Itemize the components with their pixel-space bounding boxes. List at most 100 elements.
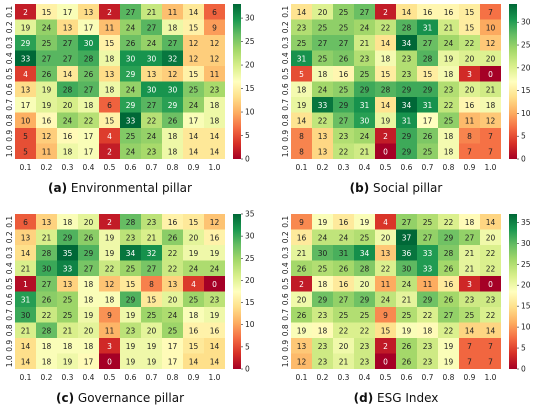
cell-value-label: 18 — [318, 70, 328, 79]
heatmap-cell — [312, 4, 333, 20]
cell-value-label: 13 — [21, 233, 31, 242]
heatmap-cell — [99, 143, 120, 159]
colorbar-tick-label: 5 — [245, 342, 250, 351]
cell-value-label: 18 — [444, 70, 454, 79]
cell-value-label: 26 — [168, 233, 178, 242]
cell-value-label: 25 — [318, 23, 328, 32]
cell-value-label: 19 — [381, 116, 391, 125]
cell-value-label: 29 — [84, 249, 94, 258]
cell-value-label: 5 — [299, 70, 304, 79]
cell-value-label: 19 — [105, 233, 115, 242]
cell-value-label: 25 — [168, 326, 178, 335]
heatmap-cell — [291, 128, 312, 144]
cell-value-label: 17 — [168, 357, 178, 366]
heatmap-cell — [396, 307, 417, 323]
heatmap-cell — [36, 291, 57, 307]
cell-value-label: 6 — [212, 8, 217, 17]
heatmap-cell — [291, 245, 312, 261]
heatmap-cell — [459, 338, 480, 354]
cell-value-label: 25 — [63, 295, 73, 304]
cell-value-label: 9 — [383, 311, 388, 320]
heatmap-cell — [459, 112, 480, 128]
x-tick-label: 0.6 — [401, 163, 413, 172]
cell-value-label: 28 — [444, 249, 454, 258]
cell-value-label: 7 — [467, 357, 472, 366]
colorbar-tick-label: 10 — [245, 320, 255, 329]
cell-value-label: 25 — [444, 116, 454, 125]
cell-value-label: 16 — [339, 280, 349, 289]
heatmap-cell — [78, 245, 99, 261]
cell-value-label: 22 — [423, 311, 433, 320]
heatmap-panel-1: 2 15 17 13 2 27 21 11 14 619 24 13 17 11 24 27 18 15 929 25… — [5, 4, 255, 195]
heatmap-cell — [183, 353, 204, 369]
heatmap-cell — [15, 66, 36, 82]
heatmap-cell — [333, 338, 354, 354]
heatmap-cell — [396, 112, 417, 128]
cell-value-label: 15 — [423, 70, 433, 79]
cell-value-label: 11 — [105, 326, 115, 335]
heatmap-cell — [99, 19, 120, 35]
heatmap-cell — [354, 291, 375, 307]
cell-value-label: 0 — [107, 357, 112, 366]
cell-value-label: 15 — [126, 280, 136, 289]
heatmap-cell — [15, 128, 36, 144]
cell-value-label: 11 — [210, 70, 220, 79]
panel-caption-text: Governance pillar — [74, 391, 184, 405]
heatmap-cell — [480, 338, 501, 354]
cell-value-label: 14 — [21, 357, 31, 366]
cell-value-label: 11 — [42, 147, 52, 156]
heatmap-cell — [459, 35, 480, 51]
heatmap-cell — [120, 322, 141, 338]
cell-value-label: 27 — [147, 23, 157, 32]
y-tick-label: 1.0 — [5, 145, 14, 157]
panel-caption-text: Environmental pillar — [67, 181, 192, 195]
y-tick-label: 0.7 — [281, 309, 290, 321]
cell-value-label: 23 — [318, 342, 328, 351]
heatmap-cell — [291, 322, 312, 338]
heatmap-cell — [438, 307, 459, 323]
cell-value-label: 19 — [42, 85, 52, 94]
colorbar-tick-label: 30 — [521, 239, 531, 248]
heatmap-cell — [354, 97, 375, 113]
heatmap-cell — [141, 260, 162, 276]
heatmap-cell — [36, 4, 57, 20]
heatmap-cell — [141, 112, 162, 128]
y-tick-label: 1.0 — [5, 355, 14, 367]
heatmap-cell — [354, 112, 375, 128]
heatmap-cell — [162, 322, 183, 338]
x-tick-label: 0.2 — [317, 373, 329, 382]
cell-value-label: 26 — [42, 295, 52, 304]
cell-value-label: 15 — [381, 326, 391, 335]
heatmap-cell — [417, 291, 438, 307]
cell-value-label: 27 — [84, 264, 94, 273]
cell-value-label: 20 — [168, 295, 178, 304]
y-tick-label: 0.2 — [281, 21, 290, 33]
heatmap-cell — [459, 353, 480, 369]
heatmap-cell — [480, 260, 501, 276]
cell-value-label: 13 — [318, 147, 328, 156]
cell-value-label: 12 — [297, 357, 307, 366]
heatmap-cell — [162, 4, 183, 20]
heatmap-cell — [438, 66, 459, 82]
heatmap-cell — [141, 338, 162, 354]
cell-value-label: 21 — [465, 249, 475, 258]
cell-value-label: 14 — [210, 132, 220, 141]
cell-value-label: 21 — [402, 295, 412, 304]
cell-value-label: 20 — [189, 233, 199, 242]
cell-value-label: 19 — [444, 54, 454, 63]
heatmap-cell — [417, 353, 438, 369]
cell-value-label: 2 — [107, 147, 112, 156]
colorbar-tick-label: 10 — [245, 108, 255, 117]
heatmap-cell — [15, 276, 36, 292]
cell-value-label: 27 — [42, 280, 52, 289]
cell-value-label: 11 — [168, 8, 178, 17]
heatmap-cell — [354, 19, 375, 35]
heatmap-cell — [438, 245, 459, 261]
heatmap-cell — [396, 276, 417, 292]
cell-value-label: 19 — [318, 218, 328, 227]
cell-value-label: 21 — [42, 233, 52, 242]
heatmap-cell — [120, 19, 141, 35]
heatmap-cell — [375, 353, 396, 369]
heatmap-cell — [15, 112, 36, 128]
